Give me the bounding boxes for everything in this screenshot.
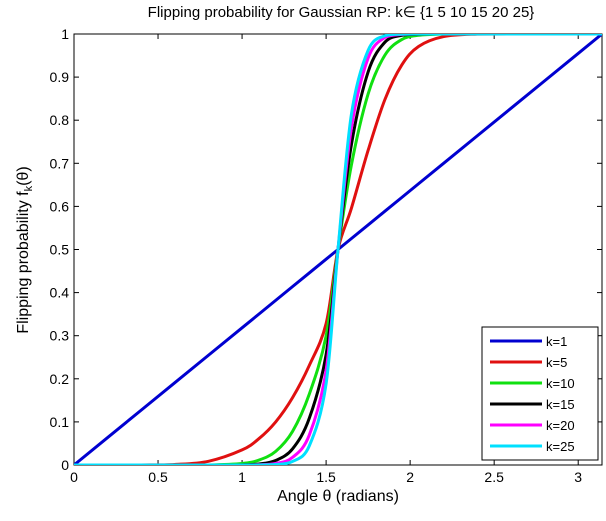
- y-axis-label-main: Flipping probability f: [15, 191, 32, 334]
- y-axis-label: Flipping probability fk(θ): [15, 166, 35, 333]
- y-tick-label: 0.7: [50, 155, 70, 171]
- y-tick-label: 0.3: [50, 328, 70, 344]
- x-tick-label: 3: [574, 469, 582, 485]
- legend-label: k=25: [546, 439, 575, 454]
- y-tick-label: 0.5: [50, 242, 70, 258]
- x-tick-label: 1: [238, 469, 246, 485]
- series-line-k-25: [74, 34, 602, 465]
- legend-label: k=15: [546, 397, 575, 412]
- x-tick-label: 0: [70, 469, 78, 485]
- legend-label: k=20: [546, 418, 575, 433]
- x-tick-label: 2.5: [484, 469, 504, 485]
- y-tick-label: 0.6: [50, 198, 70, 214]
- y-tick-label: 0.8: [50, 112, 70, 128]
- x-tick-label: 0.5: [148, 469, 168, 485]
- legend-label: k=10: [546, 376, 575, 391]
- x-axis-label: Angle θ (radians): [277, 488, 399, 505]
- y-tick-label: 0.4: [50, 285, 70, 301]
- y-tick-label: 0.9: [50, 69, 70, 85]
- legend: k=1 k=5 k=10 k=15 k=20 k=25: [481, 326, 599, 461]
- legend-label: k=5: [546, 355, 567, 370]
- x-tick-label: 1.5: [316, 469, 336, 485]
- y-tick-label: 0.1: [50, 414, 70, 430]
- legend-box: [481, 326, 599, 461]
- x-tick-label: 2: [406, 469, 414, 485]
- y-tick-label: 1: [61, 26, 69, 42]
- y-tick-label: 0: [61, 457, 69, 473]
- y-tick-label: 0.2: [50, 371, 70, 387]
- chart-title: Flipping probability for Gaussian RP: k∈…: [148, 4, 535, 21]
- plot-area: 0 0.5 1 1.5 2 2.5 3 0 0.1 0.2 0.3 0.4 0.5 0.6 0.7 0.8 0.…: [50, 26, 603, 485]
- y-axis-label-subscript: k: [23, 185, 35, 191]
- y-axis-label-tail: (θ): [15, 166, 32, 186]
- legend-label: k=1: [546, 334, 567, 349]
